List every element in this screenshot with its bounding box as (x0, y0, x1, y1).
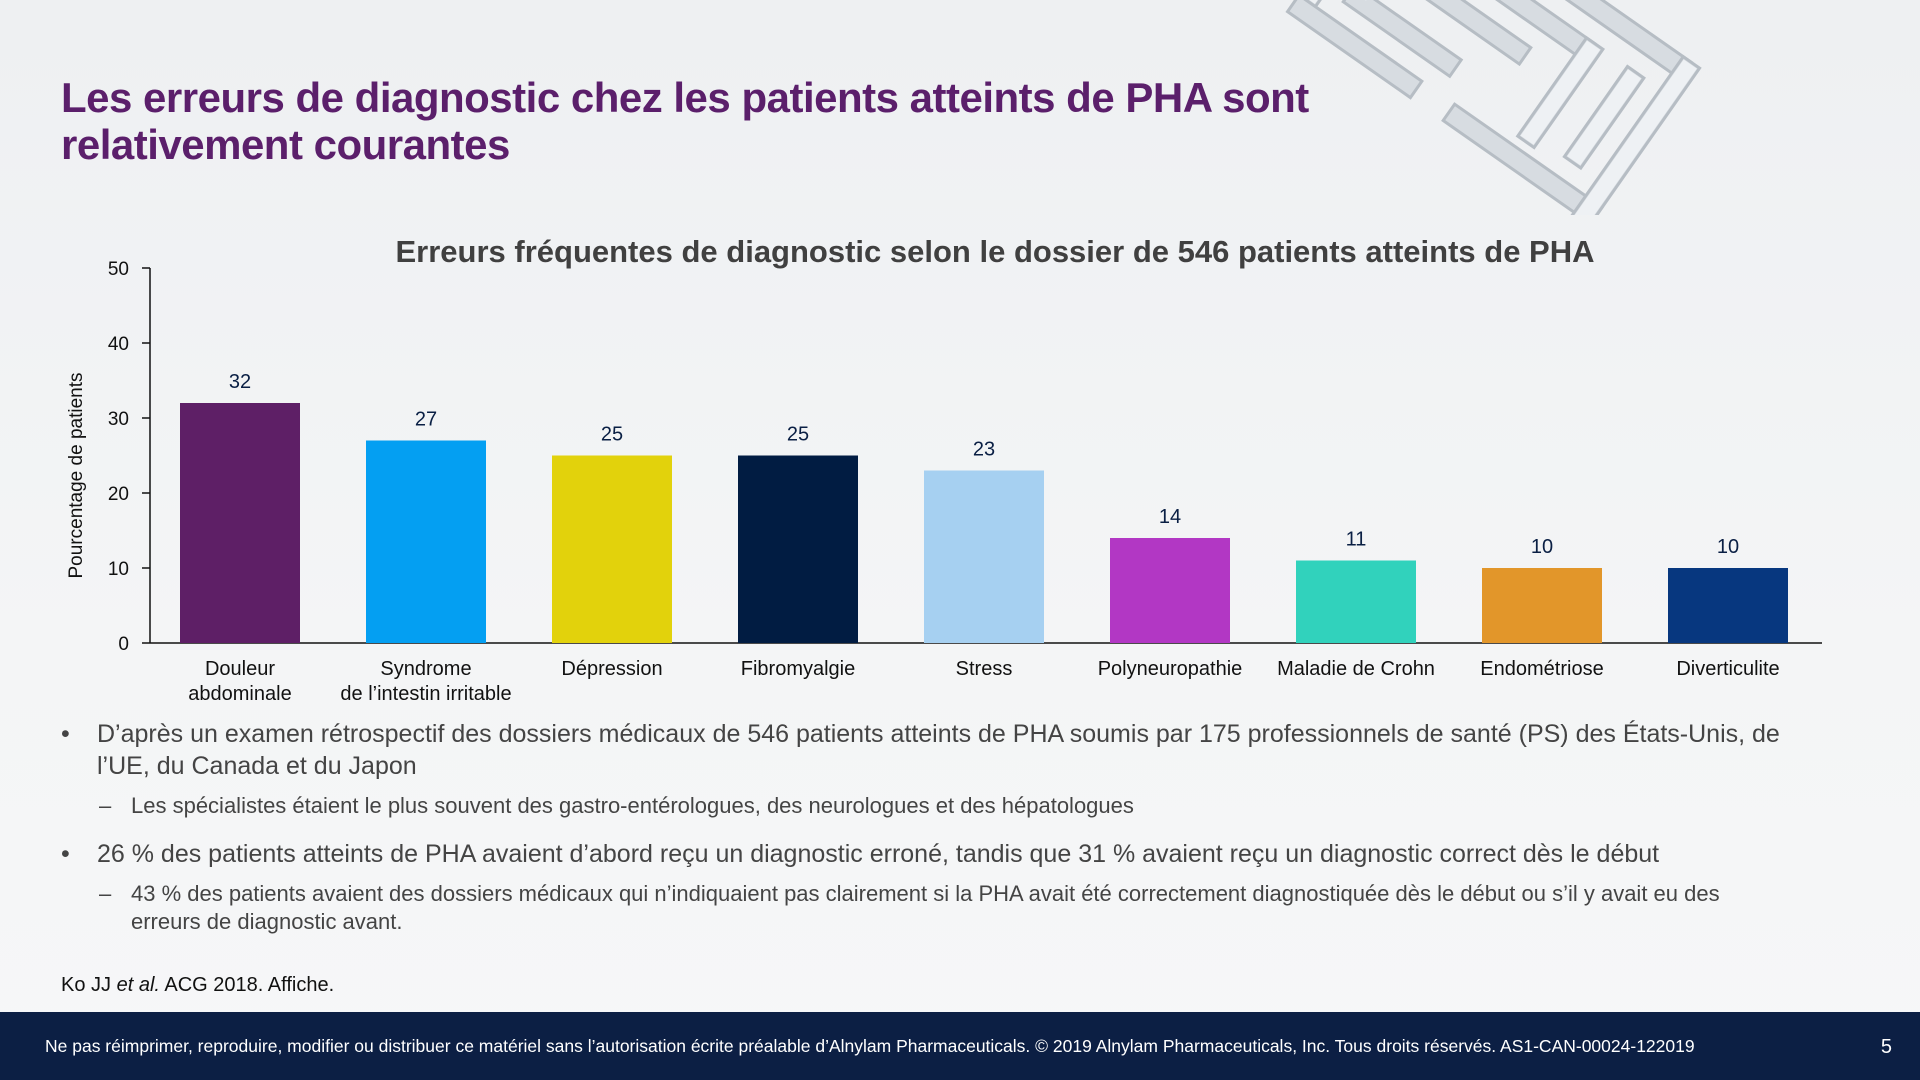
x-tick-label: Endométriose (1480, 658, 1603, 680)
data-label: 27 (415, 409, 437, 431)
bar (366, 440, 486, 643)
data-label: 32 (229, 371, 251, 393)
x-tick-label: Stress (956, 658, 1013, 680)
sub-bullet-marker: – (99, 793, 112, 818)
y-tick-label: 50 (108, 259, 129, 280)
y-tick-label: 0 (118, 634, 129, 655)
bar (552, 455, 672, 643)
data-label: 25 (601, 424, 623, 446)
x-tick-label: Dépression (561, 658, 662, 680)
data-label: 10 (1531, 536, 1553, 558)
bullet-marker: • (61, 720, 70, 748)
y-tick-label: 20 (108, 484, 129, 505)
reference-authors: Ko JJ (61, 974, 117, 996)
slide-title: Les erreurs de diagnostic chez les patie… (61, 74, 1361, 168)
y-tick-label: 10 (108, 559, 129, 580)
x-tick-label: Fibromyalgie (741, 658, 855, 680)
bar (924, 470, 1044, 643)
bar (180, 403, 300, 643)
sub-bullet-2: – 43 % des patients avaient des dossiers… (61, 880, 1781, 936)
data-label: 10 (1717, 536, 1739, 558)
bullet-list: • D’après un examen rétrospectif des dos… (61, 718, 1781, 936)
footer-disclaimer: Ne pas réimprimer, reproduire, modifier … (45, 1036, 1695, 1056)
x-tick-label: Douleur (205, 658, 275, 680)
bullet-2: • 26 % des patients atteints de PHA avai… (61, 838, 1781, 870)
footer-bar: Ne pas réimprimer, reproduire, modifier … (0, 1012, 1920, 1080)
bar (1296, 560, 1416, 643)
bullet-2-text: 26 % des patients atteints de PHA avaien… (97, 840, 1660, 868)
sub-bullet-1-text: Les spécialistes étaient le plus souvent… (131, 793, 1134, 818)
y-axis-label: Pourcentage de patients (66, 373, 87, 579)
sub-bullet-marker: – (99, 881, 112, 906)
bar-chart: Erreurs fréquentes de diagnostic selon l… (66, 234, 1822, 705)
x-tick-label: de l’intestin irritable (340, 683, 511, 705)
bar (738, 455, 858, 643)
reference: Ko JJ et al. ACG 2018. Affiche. (61, 974, 334, 997)
bullet-marker: • (61, 840, 70, 868)
x-tick-label: Syndrome (380, 658, 471, 680)
page-number: 5 (1880, 1036, 1892, 1058)
chart-title: Erreurs fréquentes de diagnostic selon l… (395, 234, 1594, 269)
sub-bullet-1: – Les spécialistes étaient le plus souve… (61, 792, 1781, 820)
x-tick-label: Maladie de Crohn (1277, 658, 1435, 680)
bullet-1: • D’après un examen rétrospectif des dos… (61, 718, 1781, 782)
y-tick-label: 30 (108, 409, 129, 430)
maze-decoration (1280, 0, 1880, 215)
x-tick-label: abdominale (188, 683, 291, 705)
slide-title-line2: relativement courantes (61, 121, 510, 168)
reference-source: ACG 2018. Affiche. (159, 974, 335, 996)
reference-et-al: et al. (116, 974, 160, 996)
bullet-1-text: D’après un examen rétrospectif des dossi… (97, 720, 1780, 780)
y-tick-label: 40 (108, 334, 129, 355)
bar (1668, 568, 1788, 643)
data-label: 14 (1159, 506, 1181, 528)
x-tick-label: Diverticulite (1676, 658, 1779, 680)
data-label: 23 (973, 439, 995, 461)
sub-bullet-2-text: 43 % des patients avaient des dossiers m… (131, 881, 1720, 934)
bar (1110, 538, 1230, 643)
bar (1482, 568, 1602, 643)
slide-title-line1: Les erreurs de diagnostic chez les patie… (61, 74, 1309, 121)
data-label: 25 (787, 424, 809, 446)
x-tick-label: Polyneuropathie (1098, 658, 1243, 680)
data-label: 11 (1346, 529, 1367, 551)
